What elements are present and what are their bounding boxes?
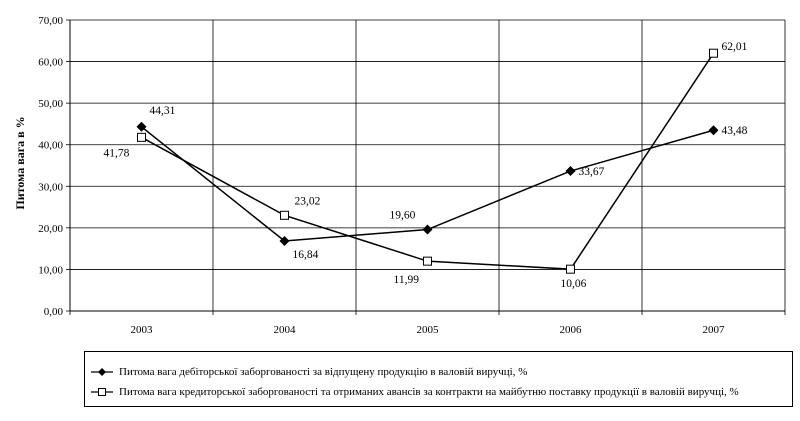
series-markers bbox=[136, 48, 719, 274]
legend-item-receivables: Питома вага дебіторської заборгованості … bbox=[91, 364, 527, 380]
y-tick-label: 0,00 bbox=[44, 306, 64, 318]
marker-diamond bbox=[279, 235, 290, 246]
legend-item-payables: Питома вага кредиторської заборгованості… bbox=[91, 384, 739, 400]
data-label: 43,48 bbox=[722, 125, 748, 137]
data-label: 16,84 bbox=[293, 249, 319, 261]
marker-diamond bbox=[708, 125, 719, 136]
tick-labels: 0,00 10,00 20,00 30,00 40,00 50,00 60,00 70,00 2… bbox=[38, 15, 725, 336]
marker-diamond bbox=[565, 166, 576, 177]
series-lines bbox=[141, 52, 715, 270]
x-tick-label: 2006 bbox=[560, 324, 583, 336]
y-axis-label: Питома вага в % bbox=[13, 116, 27, 209]
x-tick-label: 2004 bbox=[274, 324, 297, 336]
marker-square bbox=[709, 48, 718, 58]
axes bbox=[66, 19, 786, 315]
y-tick-label: 40,00 bbox=[38, 140, 63, 152]
data-label: 11,99 bbox=[394, 274, 420, 286]
data-label: 62,01 bbox=[722, 41, 748, 53]
series-line-2 bbox=[141, 52, 715, 270]
data-label: 41,78 bbox=[104, 147, 130, 159]
data-labels: 44,31 16,84 19,60 33,67 43,48 41,78 23,02 11,99… bbox=[104, 41, 748, 290]
legend: Питома вага дебіторської заборгованості … bbox=[84, 351, 793, 407]
y-tick-label: 70,00 bbox=[38, 15, 63, 27]
y-tick-label: 30,00 bbox=[38, 181, 63, 193]
marker-square bbox=[280, 210, 289, 220]
y-tick-label: 20,00 bbox=[38, 223, 63, 235]
legend-marker-square-icon bbox=[91, 388, 113, 396]
data-label: 33,67 bbox=[579, 166, 605, 178]
y-tick-label: 10,00 bbox=[38, 264, 63, 276]
legend-label-payables: Питома вага кредиторської заборгованості… bbox=[119, 386, 739, 398]
marker-diamond bbox=[422, 224, 433, 235]
y-tick-label: 50,00 bbox=[38, 98, 63, 110]
legend-label-receivables: Питома вага дебіторської заборгованості … bbox=[119, 366, 528, 378]
y-tick-label: 60,00 bbox=[38, 57, 63, 69]
x-tick-label: 2003 bbox=[131, 324, 154, 336]
x-tick-label: 2005 bbox=[417, 324, 440, 336]
data-label: 23,02 bbox=[295, 195, 321, 207]
grid bbox=[70, 19, 786, 311]
data-label: 19,60 bbox=[390, 210, 416, 222]
data-label: 10,06 bbox=[561, 278, 587, 290]
marker-square bbox=[566, 264, 575, 274]
legend-marker-diamond-icon bbox=[91, 368, 113, 376]
marker-square bbox=[137, 132, 146, 142]
data-label: 44,31 bbox=[150, 105, 176, 117]
marker-square bbox=[423, 256, 432, 266]
x-tick-label: 2007 bbox=[703, 324, 726, 336]
marker-diamond bbox=[136, 121, 147, 132]
